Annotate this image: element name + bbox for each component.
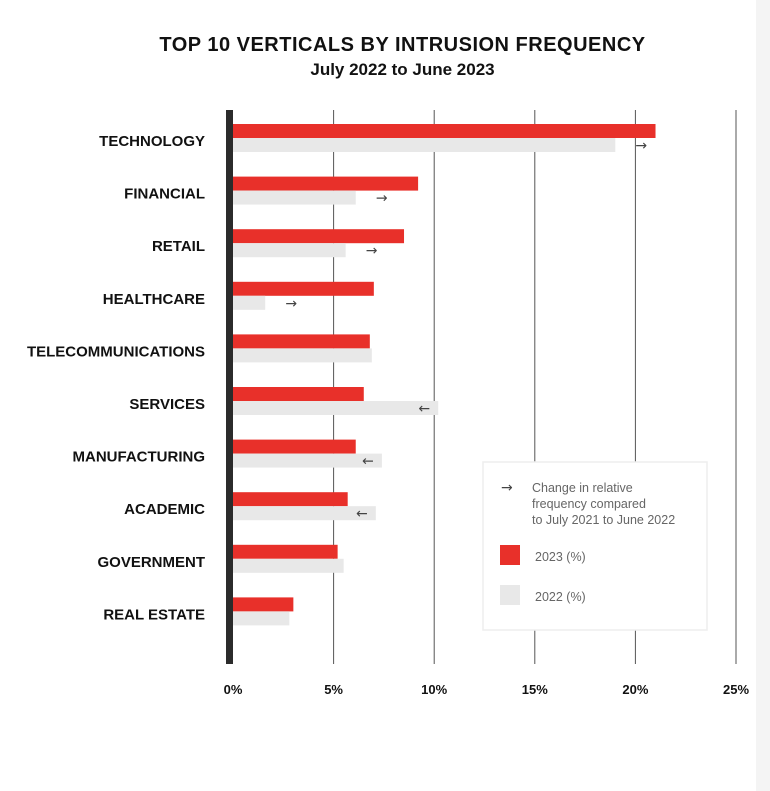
bar-2023 (233, 124, 656, 138)
change-arrow: ← (362, 454, 374, 470)
page-edge (756, 0, 770, 791)
legend-arrow-note: to July 2021 to June 2022 (532, 513, 675, 527)
bar-2023 (233, 544, 338, 559)
bar-2022 (233, 190, 356, 205)
bar-2023 (233, 492, 348, 507)
change-arrow: → (635, 138, 647, 154)
change-arrow: → (376, 191, 388, 207)
bar-2022 (233, 243, 346, 258)
x-tick-label: 25% (723, 682, 749, 697)
category-label: SERVICES (129, 396, 205, 413)
category-label: ACADEMIC (124, 501, 205, 518)
bar-2022 (233, 138, 616, 152)
category-label: HEALTHCARE (103, 291, 205, 308)
bar-2023 (233, 281, 374, 296)
category-label: TECHNOLOGY (99, 133, 205, 150)
legend-arrow-note: Change in relative (532, 481, 633, 495)
x-tick-label: 20% (622, 682, 648, 697)
change-arrow: ← (356, 506, 368, 522)
x-tick-label: 10% (421, 682, 447, 697)
bar-2023 (233, 334, 370, 349)
chart-title: TOP 10 VERTICALS BY INTRUSION FREQUENCY (159, 34, 646, 56)
legend-arrow-icon: → (501, 480, 513, 496)
x-tick-label: 0% (224, 682, 243, 697)
x-tick-label: 15% (522, 682, 548, 697)
category-label: RETAIL (152, 238, 205, 255)
legend-label-2023: 2023 (%) (535, 550, 586, 564)
category-label: TELECOMMUNICATIONS (27, 343, 205, 360)
legend-swatch-2023 (500, 545, 520, 565)
bar-2022 (233, 348, 372, 363)
chart-subtitle: July 2022 to June 2023 (310, 60, 495, 79)
category-label: GOVERNMENT (97, 554, 205, 571)
bar-2022 (233, 295, 266, 310)
change-arrow: ← (418, 401, 430, 417)
bar-2023 (233, 387, 364, 401)
bar-2022 (233, 611, 290, 626)
category-label: MANUFACTURING (73, 449, 206, 466)
change-arrow: → (366, 243, 378, 259)
bar-2022 (233, 558, 344, 573)
change-arrow: → (285, 296, 297, 312)
category-label: FINANCIAL (124, 186, 205, 203)
legend-swatch-2022 (500, 585, 520, 605)
category-label: REAL ESTATE (103, 606, 205, 623)
bar-2023 (233, 597, 294, 612)
bar-2022 (233, 401, 439, 415)
legend-label-2022: 2022 (%) (535, 590, 586, 604)
y-axis (226, 110, 233, 664)
bar-2022 (233, 506, 376, 521)
bar-2023 (233, 176, 419, 191)
bar-2023 (233, 229, 405, 244)
legend-arrow-note: frequency compared (532, 497, 646, 511)
bar-2023 (233, 439, 356, 454)
x-tick-label: 5% (324, 682, 343, 697)
legend-box (482, 461, 708, 631)
bar-2022 (233, 453, 382, 468)
